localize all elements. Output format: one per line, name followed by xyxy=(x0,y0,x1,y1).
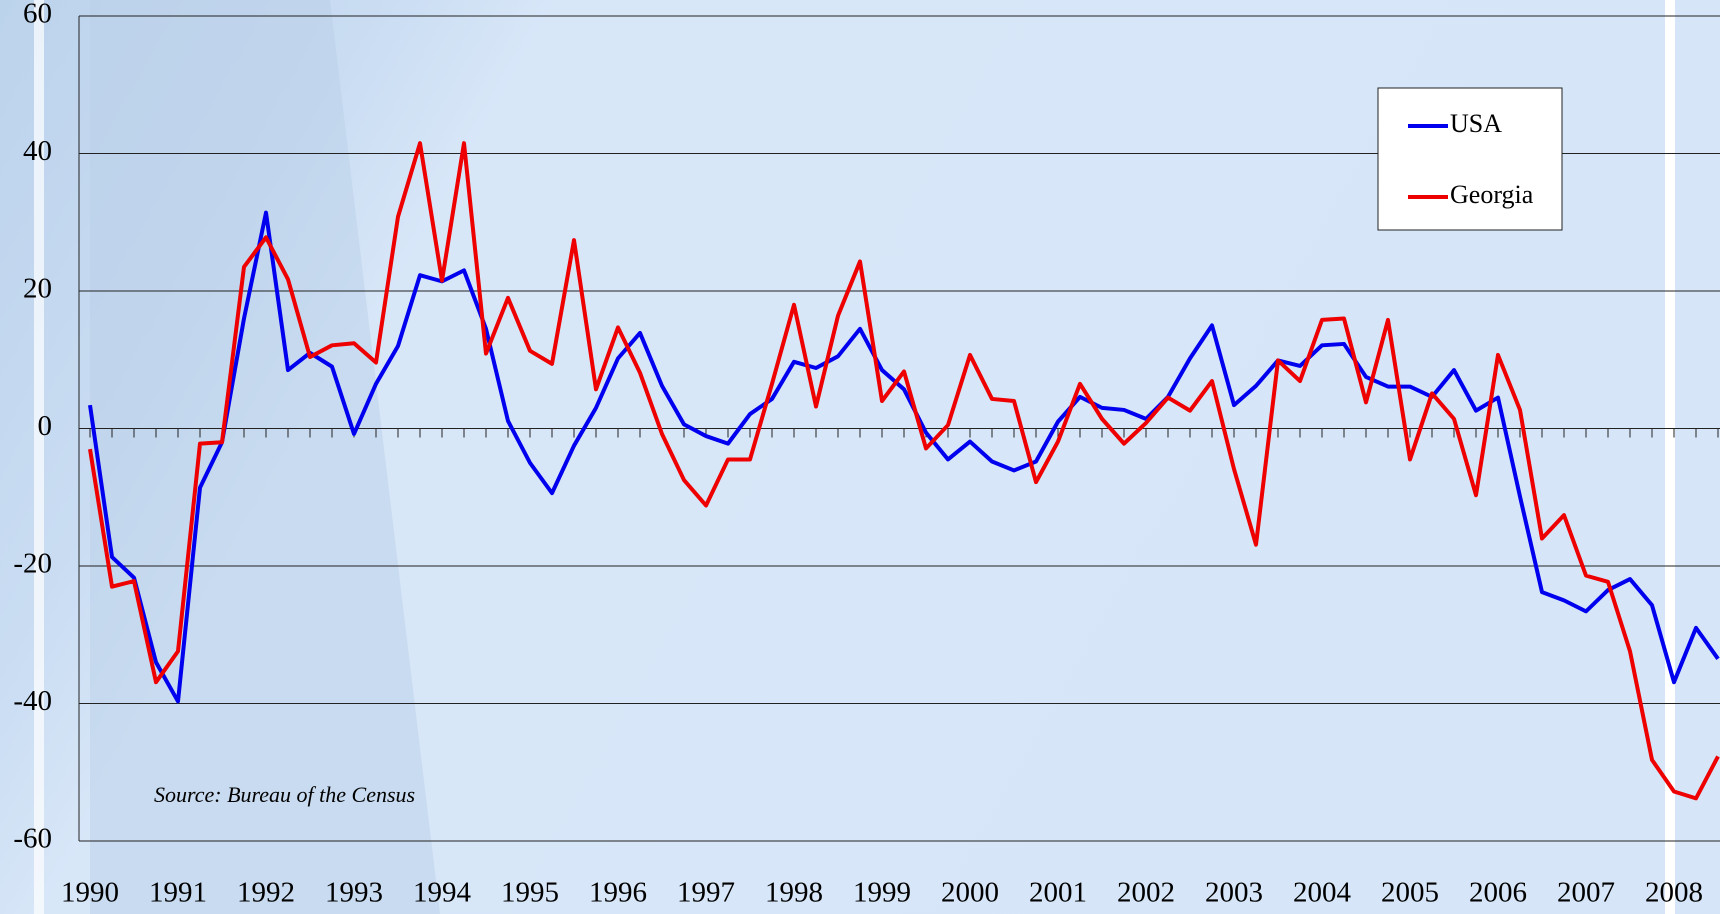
x-tick-label: 2001 xyxy=(1029,877,1087,909)
source-note: Source: Bureau of the Census xyxy=(154,782,415,807)
x-tick-label: 2002 xyxy=(1117,877,1175,909)
x-tick-label: 1994 xyxy=(413,877,472,909)
x-tick-label: 2006 xyxy=(1469,877,1527,909)
x-tick-label: 1991 xyxy=(149,877,207,909)
background-stripe xyxy=(34,0,44,914)
x-tick-label: 1990 xyxy=(61,877,119,909)
y-tick-label: 60 xyxy=(23,0,52,30)
x-tick-label: 2003 xyxy=(1205,877,1263,909)
x-tick-label: 1996 xyxy=(589,877,647,909)
series-line xyxy=(88,141,1720,801)
legend-label: Georgia xyxy=(1450,180,1534,209)
y-tick-label: -60 xyxy=(13,823,52,855)
x-tick-label: 2008 xyxy=(1645,877,1703,909)
background-decoration xyxy=(90,0,440,914)
x-tick-label: 1992 xyxy=(237,877,295,909)
y-tick-label: 40 xyxy=(23,135,52,167)
x-tick-label: 1997 xyxy=(677,877,735,909)
x-tick-label: 2004 xyxy=(1293,877,1352,909)
x-tick-label: 1993 xyxy=(325,877,383,909)
legend-box xyxy=(1377,87,1563,231)
background-stripe xyxy=(1665,0,1675,914)
x-tick-label: 2005 xyxy=(1381,877,1439,909)
legend-label: USA xyxy=(1450,109,1502,138)
y-tick-label: -20 xyxy=(13,548,52,580)
y-tick-label: -40 xyxy=(13,685,52,717)
x-tick-label: 2000 xyxy=(941,877,999,909)
y-tick-label: 20 xyxy=(23,273,52,305)
y-tick-label: 0 xyxy=(38,410,53,442)
x-tick-label: 2007 xyxy=(1557,877,1615,909)
x-tick-label: 1995 xyxy=(501,877,559,909)
x-tick-label: 1999 xyxy=(853,877,911,909)
series-line xyxy=(88,210,1720,704)
x-tick-label: 1998 xyxy=(765,877,823,909)
